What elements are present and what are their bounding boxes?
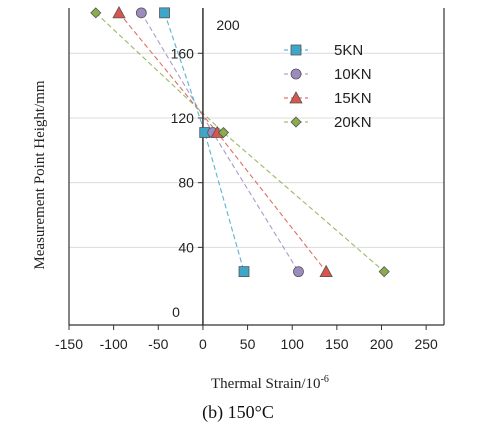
series-line-5kn [164, 12, 245, 272]
x-axis-title: Thermal Strain/10-6 [211, 374, 329, 392]
x-tick-label: 50 [240, 336, 256, 352]
x-axis-title-exponent: -6 [321, 374, 329, 385]
legend: 5KN 10KN 15KN 20KN [284, 42, 372, 131]
legend-marker-15kn [289, 91, 303, 104]
data-point-15kn [319, 264, 333, 278]
grid-lines [69, 52, 444, 248]
axes [68, 8, 445, 330]
data-point-20kn [378, 266, 390, 278]
data-point-20kn [90, 7, 102, 19]
data-point-20kn [217, 126, 230, 139]
x-tick-label: -50 [148, 336, 168, 352]
legend-label-10kn: 10KN [334, 66, 372, 83]
origin-label: 0 [172, 304, 180, 320]
data-point-15kn [112, 6, 126, 19]
data-point-10kn [135, 7, 147, 19]
x-tick-label: -100 [100, 336, 128, 352]
x-tick-label: -150 [55, 336, 83, 352]
x-tick-label: 150 [325, 336, 349, 352]
series-line-20kn [95, 12, 385, 273]
legend-label-20kn: 20KN [334, 114, 372, 131]
x-tick-label: 200 [370, 336, 394, 352]
x-tick-label: 100 [281, 336, 305, 352]
legend-marker-20kn [290, 116, 302, 128]
y-axis-title: Measurement Point Height/mm [32, 80, 48, 269]
y-tick-label: 80 [178, 175, 194, 191]
y-tick-label: 160 [171, 45, 195, 61]
y-tick-label: 120 [171, 110, 195, 126]
x-tick-label: 0 [199, 336, 207, 352]
figure-caption: (b) 150°C [202, 402, 274, 423]
legend-label-5kn: 5KN [334, 42, 363, 59]
data-point-5kn [238, 266, 250, 278]
data-markers [90, 6, 390, 278]
y-tick-label: 40 [178, 239, 194, 255]
series-line-10kn [140, 12, 299, 272]
data-point-10kn [293, 266, 304, 278]
legend-label-15kn: 15KN [334, 90, 372, 107]
x-tick-label: 250 [414, 336, 438, 352]
data-point-5kn [159, 7, 170, 19]
top-label: 200 [216, 17, 240, 33]
x-axis-title-base: Thermal Strain/10 [211, 376, 321, 392]
legend-marker-5kn [290, 44, 302, 56]
legend-marker-10kn [290, 68, 302, 80]
